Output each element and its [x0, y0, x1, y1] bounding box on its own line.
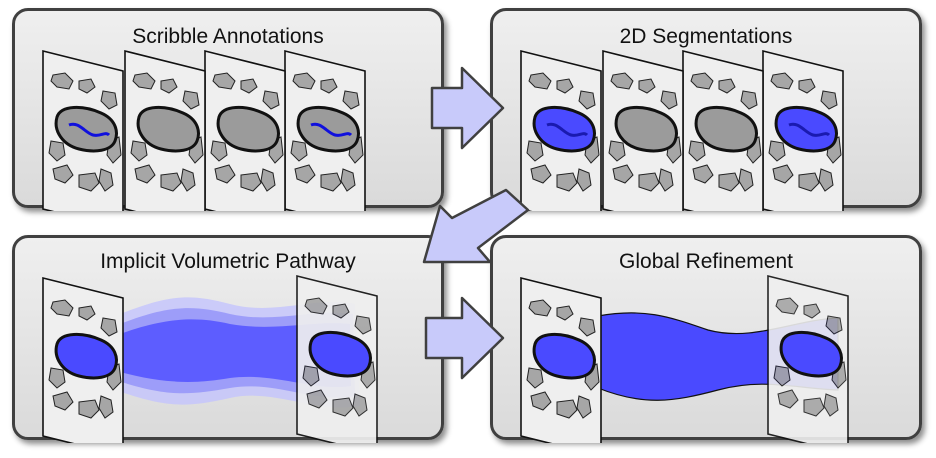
- refinement-slice-start: [520, 277, 602, 443]
- segmented-slice-2: [602, 50, 684, 211]
- pathway-core: [120, 319, 351, 388]
- segmented-slice-3: [682, 50, 764, 211]
- panel-title-2d-segmentations: 2D Segmentations: [619, 25, 793, 48]
- panel-title-implicit-volumetric-pathway: Implicit Volumetric Pathway: [100, 250, 356, 273]
- refinement-slice-end: [767, 275, 849, 443]
- segmented-slice-1: [520, 50, 602, 211]
- slice-3: [204, 50, 286, 211]
- pathway-illustration: [42, 275, 378, 443]
- scribble-slices-illustration: [42, 50, 366, 211]
- slice-1: [42, 50, 124, 211]
- refinement-illustration: [520, 275, 849, 443]
- panel-2d-segmentations: 2D Segmentations: [490, 8, 922, 211]
- panel-implicit-volumetric-pathway: Implicit Volumetric Pathway: [12, 235, 444, 443]
- pathway-slice-start: [42, 277, 124, 443]
- panel-title-global-refinement: Global Refinement: [619, 250, 793, 273]
- segmentation-slices-illustration: [520, 50, 844, 211]
- slice-4: [284, 50, 366, 211]
- segmented-slice-4: [762, 50, 844, 211]
- panel-title-scribble-annotations: Scribble Annotations: [132, 25, 324, 48]
- panel-global-refinement: Global Refinement: [490, 235, 922, 443]
- slice-2: [124, 50, 206, 211]
- pathway-slice-end: [296, 275, 378, 443]
- panel-scribble-annotations: Scribble Annotations: [12, 8, 444, 211]
